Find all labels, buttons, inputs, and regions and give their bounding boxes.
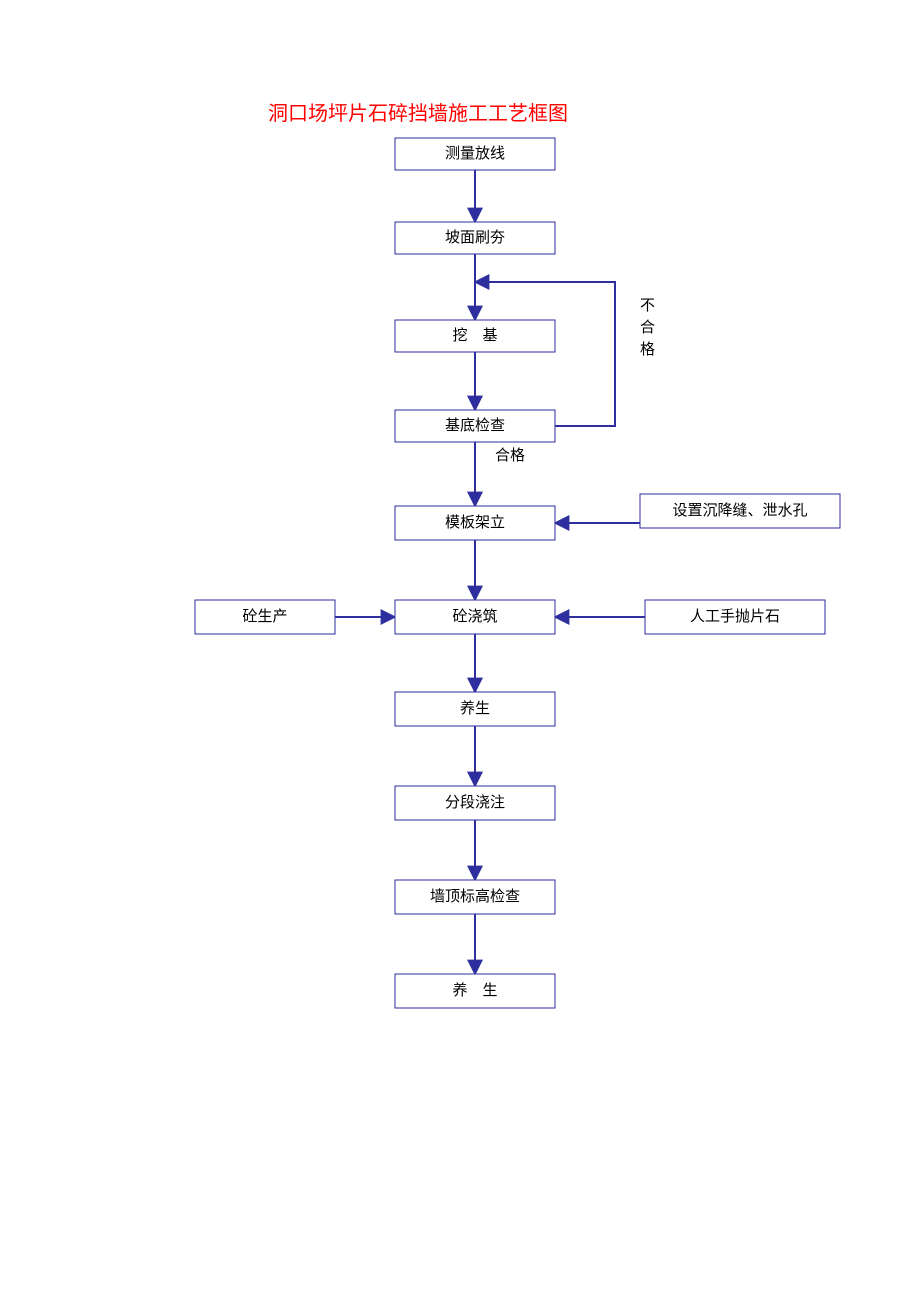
- flowchart-title: 洞口场坪片石碎挡墙施工工艺框图: [268, 102, 568, 125]
- node-label-n9: 墙顶标高检查: [430, 888, 520, 905]
- node-label-n5: 模板架立: [445, 513, 505, 531]
- node-label-n6: 砼浇筑: [452, 608, 497, 625]
- node-label-n1: 测量放线: [445, 145, 505, 162]
- node-label-n10: 养 生: [452, 982, 497, 999]
- edge-label-fail: 格: [640, 341, 655, 358]
- edge-label-fail: 不: [640, 298, 655, 314]
- node-label-n7: 养生: [460, 700, 490, 717]
- node-label-n4: 基底检查: [445, 417, 505, 434]
- flowchart-canvas: 洞口场坪片石碎挡墙施工工艺框图合格不合格测量放线坡面刷夯挖 基基底检查模板架立设…: [0, 0, 920, 1301]
- node-label-n2: 坡面刷夯: [445, 229, 505, 246]
- edge-label-fail: 合: [640, 319, 655, 336]
- node-label-n3: 挖 基: [452, 327, 497, 344]
- node-label-n6l: 砼生产: [242, 608, 287, 625]
- feedback-loop: [475, 282, 615, 426]
- node-label-n8: 分段浇注: [445, 794, 505, 811]
- node-label-n6r: 人工手抛片石: [690, 608, 780, 625]
- node-label-n5r: 设置沉降缝、泄水孔: [672, 502, 807, 519]
- edge-label-pass: 合格: [495, 447, 525, 464]
